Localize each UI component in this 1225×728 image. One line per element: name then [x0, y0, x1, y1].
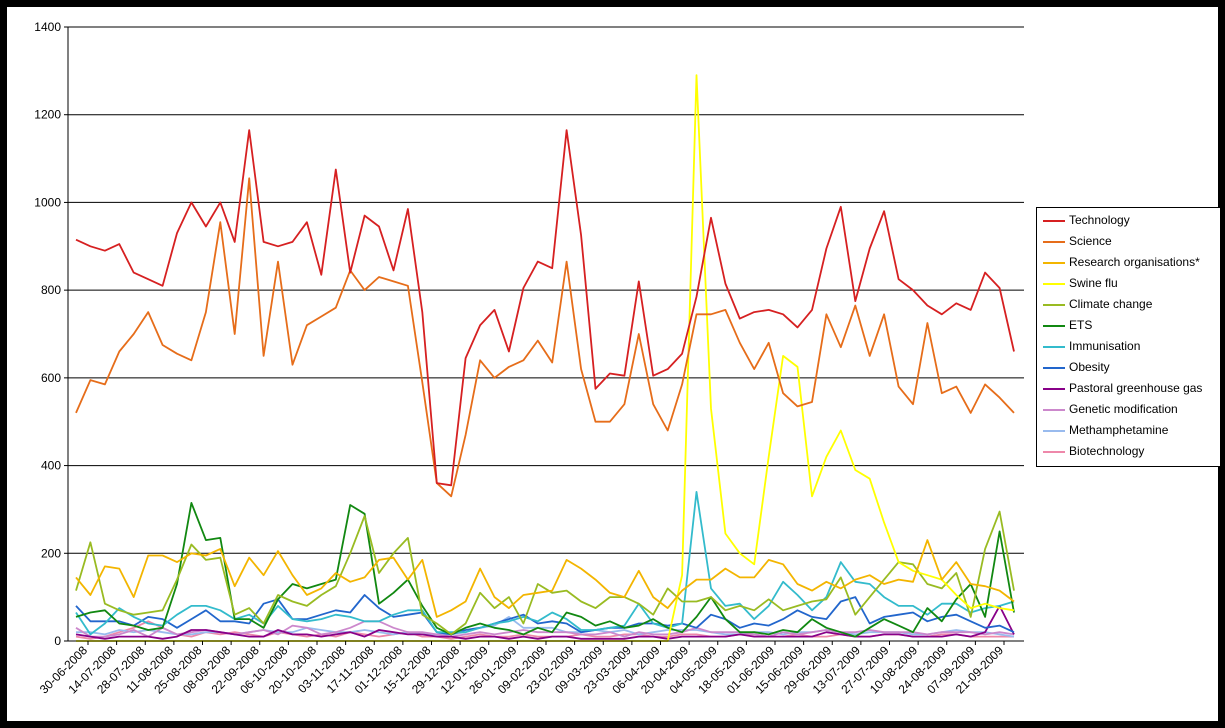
series-line-pastoral-greenhouse-gas: [75, 605, 1015, 640]
legend-label: Science: [1069, 234, 1112, 248]
legend-swatch: [1043, 304, 1065, 306]
legend: Technology Science Research organisations*…: [1036, 207, 1221, 467]
legend-item: Research organisations*: [1037, 252, 1220, 273]
legend-item: Swine flu: [1037, 273, 1220, 294]
axes: [67, 27, 1024, 642]
y-tick-label: 1000: [34, 195, 61, 209]
series-line-technology: [75, 129, 1015, 487]
legend-swatch: [1043, 241, 1065, 243]
y-tick-label: 400: [41, 459, 61, 473]
y-tick-label: 1400: [34, 20, 61, 34]
y-tick-label: 200: [41, 546, 61, 560]
legend-swatch: [1043, 262, 1065, 264]
legend-swatch: [1043, 451, 1065, 453]
legend-swatch: [1043, 325, 1065, 327]
legend-swatch: [1043, 220, 1065, 222]
series-lines: [75, 74, 1015, 642]
x-axis-ticks: 30-06-200814-07-200828-07-200811-08-2008…: [37, 641, 1006, 697]
legend-label: Climate change: [1069, 297, 1153, 311]
legend-swatch: [1043, 367, 1065, 369]
legend-item: Climate change: [1037, 294, 1220, 315]
legend-label: Research organisations*: [1069, 255, 1200, 269]
legend-label: Obesity: [1069, 360, 1110, 374]
legend-item: Science: [1037, 231, 1220, 252]
legend-swatch: [1043, 346, 1065, 348]
legend-label: Pastoral greenhouse gas: [1069, 381, 1203, 395]
legend-label: Swine flu: [1069, 276, 1118, 290]
gridlines: [68, 26, 1024, 554]
legend-swatch: [1043, 388, 1065, 390]
legend-item: Obesity: [1037, 357, 1220, 378]
legend-item: Pastoral greenhouse gas: [1037, 378, 1220, 399]
legend-swatch: [1043, 409, 1065, 411]
series-line-swine-flu: [76, 74, 1015, 642]
series-line-immunisation: [75, 490, 1015, 636]
y-tick-label: 1200: [34, 108, 61, 122]
series-line-climate-change: [75, 510, 1015, 636]
y-tick-label: 800: [41, 283, 61, 297]
y-tick-label: 0: [54, 634, 61, 648]
legend-item: Genetic modification: [1037, 399, 1220, 420]
legend-label: Methamphetamine: [1069, 423, 1169, 437]
legend-item: Technology: [1037, 210, 1220, 231]
legend-swatch: [1043, 283, 1065, 285]
legend-item: ETS: [1037, 315, 1220, 336]
y-tick-label: 600: [41, 371, 61, 385]
legend-label: Technology: [1069, 213, 1130, 227]
legend-item: Immunisation: [1037, 336, 1220, 357]
legend-swatch: [1043, 430, 1065, 432]
line-chart: 0 200 400 600 800 1000 1200 1400 30-06-200814-0…: [34, 20, 1024, 697]
legend-label: Immunisation: [1069, 339, 1141, 353]
legend-label: Genetic modification: [1069, 402, 1178, 416]
legend-label: Biotechnology: [1069, 444, 1145, 458]
legend-item: Biotechnology: [1037, 441, 1220, 462]
series-line-obesity: [75, 594, 1015, 636]
legend-item: Methamphetamine: [1037, 420, 1220, 441]
y-axis-ticks: 0 200 400 600 800 1000 1200 1400: [34, 20, 68, 648]
series-line-research-organisations: [75, 539, 1015, 618]
legend-label: ETS: [1069, 318, 1093, 332]
chart-frame: 0 200 400 600 800 1000 1200 1400 30-06-2008 14-0…: [7, 7, 1221, 721]
series-line-science: [75, 177, 1015, 498]
